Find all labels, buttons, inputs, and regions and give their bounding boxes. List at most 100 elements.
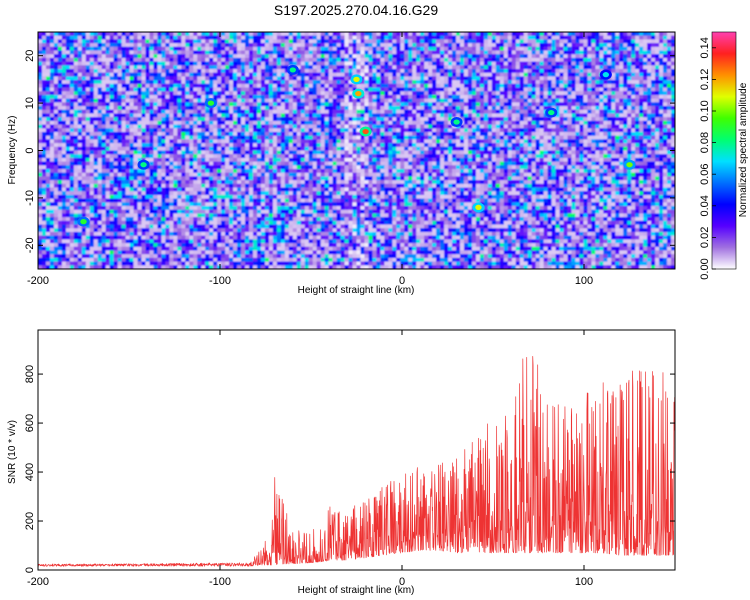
heatmap-cell [61, 76, 67, 81]
heatmap-cell [284, 46, 290, 52]
heatmap-cell [149, 87, 155, 92]
heatmap-cell [217, 94, 222, 100]
heatmap-cell [41, 43, 47, 48]
heatmap-cell [117, 128, 123, 133]
heatmap-cell [627, 98, 632, 103]
heatmap-cell [615, 61, 620, 66]
heatmap-cell [241, 61, 246, 66]
heatmap-cell [603, 113, 608, 118]
heatmap-cell [300, 83, 306, 89]
heatmap-cell [324, 61, 330, 66]
heatmap-cell [380, 32, 385, 37]
heatmap-cell [563, 80, 569, 85]
heatmap-cell [49, 146, 55, 152]
heatmap-cell [245, 35, 250, 40]
heatmap-cell [157, 61, 163, 66]
heatmap-cell [623, 139, 628, 144]
heatmap-cell [400, 91, 405, 96]
heatmap-cell [149, 35, 155, 40]
heatmap-cell [655, 102, 660, 107]
heatmap-cell [384, 57, 389, 63]
heatmap-cell [539, 102, 545, 107]
heatmap-cell [416, 113, 421, 118]
heatmap-cell [105, 65, 111, 70]
heatmap-cell [181, 32, 186, 37]
heatmap-cell [348, 69, 354, 74]
heatmap-cell [647, 43, 652, 48]
heatmap-cell [105, 124, 111, 129]
heatmap-cell [635, 139, 640, 144]
heatmap-cell [69, 83, 75, 89]
heatmap-cell [129, 135, 135, 140]
heatmap-cell [424, 83, 429, 89]
heatmap-cell [408, 61, 413, 66]
heatmap-cell [539, 117, 545, 122]
heatmap-cell [615, 65, 620, 70]
heatmap-cell [567, 131, 573, 137]
heatmap-cell [436, 32, 441, 37]
heatmap-cell [264, 128, 270, 133]
heatmap-cell [551, 91, 557, 96]
heatmap-cell [332, 61, 338, 66]
heatmap-cell [659, 80, 664, 85]
heatmap-cell [611, 76, 616, 81]
heatmap-cell [45, 139, 51, 144]
heatmap-cell [256, 39, 262, 44]
heatmap-cell [141, 135, 147, 140]
heatmap-cell [388, 124, 393, 129]
heatmap-cell [424, 91, 429, 96]
heatmap-cell [412, 57, 417, 63]
heatmap-cell [101, 87, 107, 92]
heatmap-cell [575, 46, 581, 52]
heatmap-cell [221, 135, 226, 140]
heatmap-cell [396, 35, 401, 40]
heatmap-cell [547, 83, 553, 89]
heatmap-cell [563, 98, 569, 103]
heatmap-cell [304, 39, 310, 44]
heatmap-cell [45, 120, 51, 126]
heatmap-cell [177, 80, 182, 85]
heatmap-cell [344, 65, 350, 70]
heatmap-cell [129, 117, 135, 122]
heatmap-cell [627, 76, 632, 81]
heatmap-cell [348, 128, 354, 133]
heatmap-cell [49, 117, 55, 122]
heatmap-cell [659, 94, 664, 100]
heatmap-cell [448, 106, 453, 111]
heatmap-cell [599, 50, 604, 55]
heatmap-cell [73, 139, 79, 144]
heatmap-cell [145, 91, 151, 96]
heatmap-cell [225, 43, 230, 48]
heatmap-cell [471, 143, 477, 148]
heatmap-cell [340, 106, 346, 111]
heatmap-cell [671, 102, 675, 107]
heatmap-cell [268, 91, 274, 96]
heatmap-cell [404, 117, 409, 122]
heatmap-cell [69, 113, 75, 118]
heatmap-cell [479, 94, 485, 100]
heatmap-cell [89, 120, 95, 126]
heatmap-cell [252, 106, 258, 111]
heatmap-cell [611, 135, 616, 140]
heatmap-cell [583, 57, 589, 63]
heatmap-cell [368, 50, 374, 55]
heatmap-cell [507, 98, 513, 103]
heatmap-cell [149, 128, 155, 133]
heatmap-cell [268, 83, 274, 89]
heatmap-cell [587, 39, 592, 44]
heatmap-cell [583, 102, 589, 107]
heatmap-cell [396, 87, 401, 92]
heatmap-cell [284, 128, 290, 133]
heatmap-cell [623, 102, 628, 107]
heatmap-cell [57, 87, 63, 92]
heatmap-cell [535, 69, 541, 74]
heatmap-cell [507, 39, 513, 44]
heatmap-cell [145, 102, 151, 107]
heatmap-cell [531, 57, 537, 63]
heatmap-cell [479, 135, 485, 140]
heatmap-cell [145, 135, 151, 140]
heatmap-cell [487, 117, 493, 122]
heatmap-cell [105, 57, 111, 63]
heatmap-cell [499, 69, 505, 74]
